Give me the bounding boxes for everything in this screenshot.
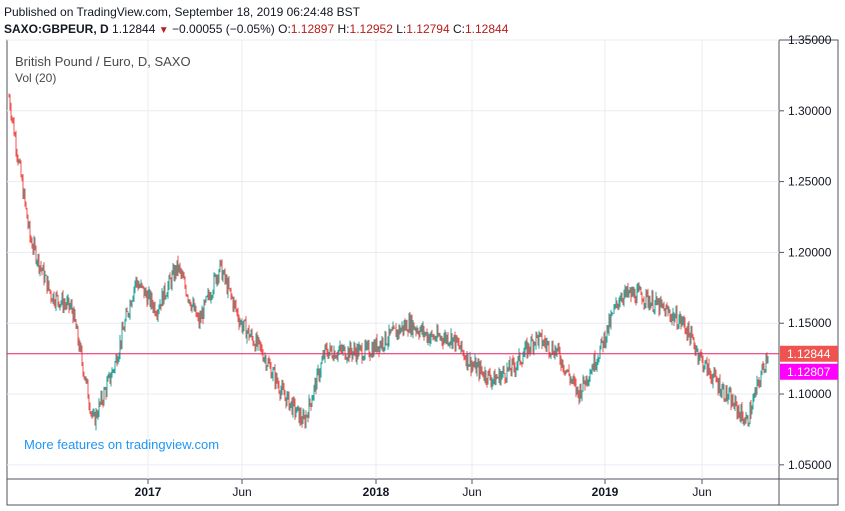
- legend-title: British Pound / Euro, D, SAXO: [15, 54, 191, 69]
- close-label: C:: [453, 22, 465, 36]
- price-tick-label: 1.30000: [788, 104, 832, 118]
- open-label: O:: [278, 22, 291, 36]
- price-change: −0.00055 (−0.05%): [172, 22, 275, 36]
- open-value: 1.12897: [290, 22, 335, 36]
- time-tick-label: 2017: [135, 485, 162, 499]
- chart-frame: [6, 39, 839, 506]
- low-label: L:: [396, 22, 407, 36]
- time-tick-label: Jun: [462, 485, 481, 499]
- price-tick-label: 1.35000: [788, 33, 832, 47]
- high-value: 1.12952: [349, 22, 393, 36]
- close-value: 1.12844: [465, 22, 509, 36]
- time-tick-label: Jun: [692, 485, 711, 499]
- close-price-badge: [780, 345, 838, 362]
- close-price-badge-label: 1.12844: [787, 347, 831, 361]
- published-caption: Published on TradingView.com, September …: [4, 5, 361, 19]
- high-label: H:: [337, 22, 350, 36]
- price-tick-label: 1.05000: [788, 458, 832, 472]
- promo-link[interactable]: More features on tradingview.com: [24, 437, 220, 452]
- secondary-price-badge-label: 1.12807: [787, 365, 831, 379]
- time-tick-label: 2018: [363, 485, 390, 499]
- last-price: 1.12844: [112, 22, 156, 36]
- time-tick-label: 2019: [592, 485, 619, 499]
- ohlc-readout: SAXO:GBPEUR, D 1.12844 ▼ −0.00055 (−0.05…: [4, 22, 508, 36]
- secondary-price-badge: [780, 363, 838, 380]
- low-value: 1.12794: [406, 22, 450, 36]
- down-arrow-icon: ▼: [158, 25, 169, 36]
- price-tick-label: 1.20000: [788, 245, 832, 259]
- time-tick-label: Jun: [232, 485, 251, 499]
- price-tick-label: 1.10000: [788, 387, 832, 401]
- price-tick-label: 1.15000: [788, 316, 832, 330]
- legend-volume: Vol (20): [15, 71, 57, 85]
- symbol-label: SAXO:GBPEUR, D: [4, 22, 109, 36]
- price-tick-label: 1.25000: [788, 175, 832, 189]
